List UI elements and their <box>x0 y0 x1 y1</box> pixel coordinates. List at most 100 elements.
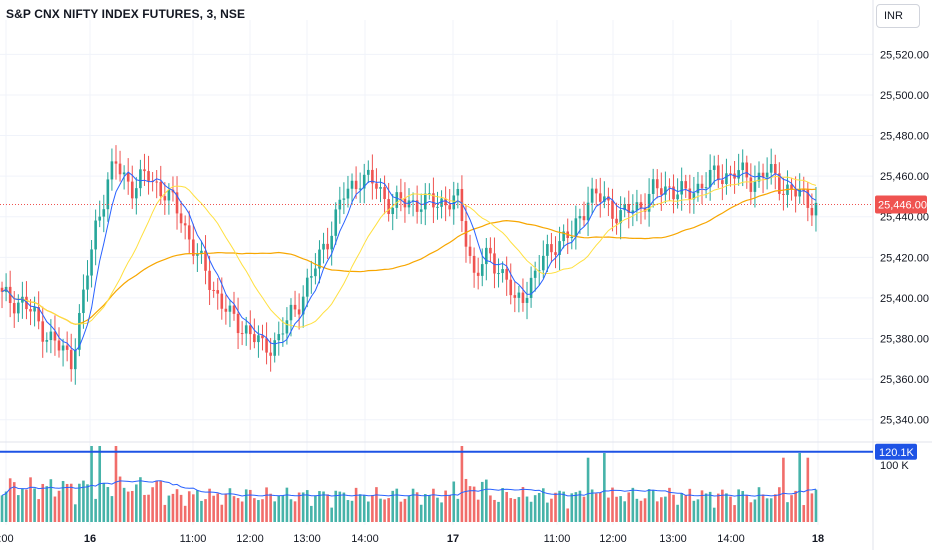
candle-body <box>456 188 460 196</box>
volume-bar <box>196 490 199 522</box>
volume-bar <box>708 491 712 522</box>
candle-body <box>753 181 757 192</box>
volume-bar <box>375 487 378 522</box>
candle-body <box>623 204 626 211</box>
volume-bar <box>757 487 761 522</box>
volume-bar <box>704 493 708 522</box>
candle-body <box>228 305 232 312</box>
candle-body <box>29 309 32 312</box>
candle-body <box>444 198 447 206</box>
volume-bar <box>248 489 252 522</box>
ma-slow-line <box>1 188 817 325</box>
volume-bar <box>790 495 793 522</box>
y-tick-label: 25,400.00 <box>880 293 929 305</box>
candle-body <box>436 206 439 208</box>
volume-bar <box>619 496 622 522</box>
volume-bar <box>208 488 211 522</box>
x-tick-label: 18 <box>812 533 824 545</box>
y-tick-label: 25,420.00 <box>880 252 929 264</box>
candle-body <box>305 277 309 297</box>
candle-body <box>163 196 167 201</box>
candle-body <box>362 174 366 189</box>
volume-bar <box>773 494 777 522</box>
candle-body <box>179 213 183 224</box>
volume-bar <box>655 501 659 522</box>
y-tick-label: 25,440.00 <box>880 212 929 224</box>
volume-bar <box>582 496 586 522</box>
volume-bar <box>525 496 529 522</box>
candle-body <box>212 289 215 291</box>
volume-bar <box>765 498 769 522</box>
volume-bar <box>407 495 411 522</box>
volume-bar <box>261 499 264 522</box>
volume-bar <box>171 493 175 522</box>
volume-bar <box>513 498 517 522</box>
x-tick-label: 16 <box>84 533 96 545</box>
volume-bar <box>635 498 639 522</box>
volume-bar <box>216 493 220 522</box>
volume-bar <box>220 504 224 522</box>
y-tick-label: 25,500.00 <box>880 90 929 102</box>
candle-body <box>49 331 53 341</box>
candle-body <box>236 313 240 334</box>
volume-bar <box>627 492 631 522</box>
volume-bar <box>289 499 293 522</box>
volume-bar <box>29 477 32 522</box>
candle-body <box>664 186 667 195</box>
candle-body <box>696 183 700 194</box>
volume-bar <box>179 494 183 522</box>
volume-bar <box>183 505 187 522</box>
candle-body <box>590 188 594 203</box>
volume-bar <box>533 495 537 522</box>
candle-body <box>501 269 504 274</box>
volume-bar <box>721 489 724 522</box>
candle-body <box>82 289 85 314</box>
candle-body <box>814 202 818 216</box>
volume-bar <box>204 499 207 522</box>
volume-bar <box>73 504 77 522</box>
volume-bar <box>232 496 236 522</box>
candle-body <box>86 275 89 290</box>
candle-body <box>314 268 317 277</box>
volume-bar <box>53 496 57 522</box>
volume-bar <box>228 488 232 522</box>
volume-bar <box>90 446 93 522</box>
volume-bar <box>452 481 456 522</box>
candle-body <box>261 335 264 339</box>
candle-body <box>326 243 329 250</box>
candle-body <box>167 189 171 201</box>
candle-body <box>61 345 65 351</box>
symbol-title[interactable]: S&P CNX NIFTY INDEX FUTURES, 3, NSE <box>6 7 246 21</box>
volume-bar <box>660 497 663 522</box>
volume-bar <box>17 495 20 522</box>
volume-bar <box>273 501 277 522</box>
currency-button[interactable]: INR <box>876 4 920 28</box>
candle-body <box>350 180 354 189</box>
candle-body <box>806 189 810 208</box>
volume-ma-line <box>1 480 817 497</box>
volume-bar <box>428 495 431 522</box>
volume-bar <box>440 502 443 522</box>
candle-body <box>651 179 655 194</box>
volume-bar <box>485 479 488 522</box>
candle-body <box>139 169 142 189</box>
volume-bar <box>8 478 12 522</box>
candle-body <box>704 187 708 189</box>
volume-bar <box>505 491 508 522</box>
volume-bar <box>501 487 504 522</box>
candle-body <box>216 290 220 294</box>
candle-body <box>187 225 191 240</box>
volume-bar <box>436 497 439 522</box>
candle-body <box>749 177 753 192</box>
volume-bar <box>94 498 97 522</box>
candle-body <box>135 188 138 199</box>
candle-body <box>78 313 81 350</box>
y-tick-label: 25,360.00 <box>880 374 929 386</box>
volume-bar <box>729 496 732 522</box>
candle-body <box>175 192 179 214</box>
candle-body <box>761 172 765 178</box>
candle-body <box>741 162 745 171</box>
volume-bar <box>139 477 142 522</box>
